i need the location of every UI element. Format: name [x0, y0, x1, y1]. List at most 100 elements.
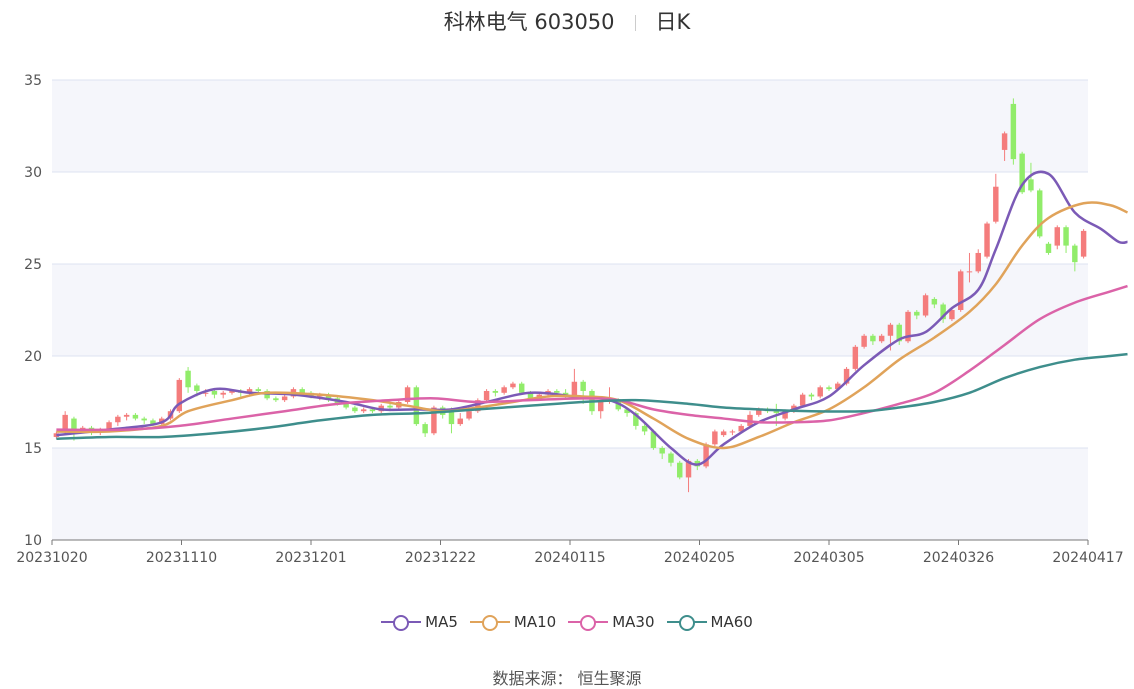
candle-body	[352, 407, 358, 412]
y-tick-label: 15	[24, 441, 42, 457]
candle	[940, 302, 946, 323]
candle	[817, 385, 823, 399]
candle	[957, 269, 964, 312]
candle-body	[940, 304, 946, 320]
candle-body	[949, 310, 955, 320]
candle-body	[255, 389, 262, 391]
candle-body	[220, 392, 226, 395]
candle-body	[914, 311, 920, 316]
candle	[273, 396, 279, 402]
candle	[185, 367, 191, 393]
candle-body	[387, 405, 393, 408]
candle	[984, 221, 990, 259]
candle	[852, 344, 859, 371]
candle-body	[466, 411, 472, 419]
candle-body	[896, 324, 902, 342]
candle	[668, 451, 674, 467]
candle-body	[668, 453, 674, 463]
y-tick-label: 35	[24, 73, 42, 89]
ma-line-ma60	[56, 352, 1128, 441]
candle-body	[554, 390, 560, 393]
candle-body	[141, 418, 147, 421]
candle-body	[457, 418, 463, 425]
candle	[141, 416, 147, 425]
candle-body	[360, 409, 367, 412]
legend-label: MA30	[612, 613, 655, 631]
candle	[685, 459, 692, 493]
candle-body	[71, 418, 77, 430]
legend-item-ma10[interactable]: MA10	[469, 612, 556, 632]
candle-body	[826, 387, 832, 390]
candle-body	[115, 416, 121, 423]
candle-body	[246, 389, 253, 393]
candle-body	[422, 424, 428, 434]
candle	[1063, 225, 1069, 253]
candle-body	[1019, 153, 1025, 193]
legend: MA5 MA10 MA30 MA60	[0, 612, 1134, 636]
candle	[1072, 243, 1078, 272]
candle	[510, 381, 516, 390]
candle-body	[475, 400, 481, 412]
x-tick-label: 20231110	[146, 550, 217, 566]
x-tick-label: 20240326	[923, 550, 994, 566]
y-tick-label: 20	[24, 349, 42, 365]
candle-body	[571, 381, 578, 397]
legend-item-ma30[interactable]: MA30	[568, 612, 655, 632]
candle-body	[1028, 179, 1034, 191]
ma-line-ma10	[56, 201, 1129, 450]
candle-body	[782, 411, 788, 419]
candle-body	[448, 409, 455, 425]
candle	[211, 389, 218, 399]
legend-swatch-icon	[469, 612, 510, 632]
candle-body	[720, 431, 727, 436]
candle-body	[1036, 190, 1043, 237]
chart-title: 科林电气 603050 日K	[0, 6, 1134, 36]
candle	[1080, 229, 1087, 259]
candle-body	[729, 431, 736, 433]
candle	[281, 394, 288, 402]
candle	[826, 385, 832, 391]
candle	[922, 293, 929, 318]
legend-item-ma60[interactable]: MA60	[666, 612, 753, 632]
candle-body	[1054, 227, 1060, 246]
candle	[115, 414, 121, 426]
candle	[677, 460, 683, 480]
x-tick-label: 20231222	[405, 550, 476, 566]
candle	[457, 413, 463, 426]
legend-item-ma5[interactable]: MA5	[381, 612, 458, 632]
candle	[720, 429, 727, 437]
candle	[1045, 241, 1052, 255]
candle	[641, 424, 648, 436]
candle	[598, 400, 604, 419]
legend-swatch-icon	[568, 612, 609, 632]
candle-body	[1080, 230, 1087, 257]
candle-body	[756, 409, 762, 415]
candle-body	[229, 390, 235, 393]
x-tick-label: 20240205	[664, 550, 735, 566]
legend-swatch-icon	[381, 612, 422, 632]
x-tick-label: 20240305	[793, 550, 864, 566]
candle	[931, 297, 938, 309]
candle-body	[404, 387, 411, 402]
candle-body	[431, 407, 437, 434]
title-separator	[634, 15, 636, 31]
candle	[404, 385, 411, 404]
candle-body	[887, 324, 894, 336]
candle-body	[343, 403, 349, 408]
candle	[571, 368, 578, 399]
candle-body	[1010, 103, 1017, 160]
candle-body	[773, 411, 780, 414]
candle	[799, 392, 806, 408]
candle-body	[738, 425, 744, 432]
candle-body	[878, 335, 885, 342]
candle	[966, 252, 973, 283]
candle	[1010, 98, 1017, 165]
candle	[422, 422, 428, 437]
candle	[176, 378, 183, 414]
data-source: 数据来源： 恒生聚源	[492, 669, 642, 688]
candle	[949, 308, 955, 322]
candle	[993, 173, 999, 224]
candle-body	[817, 387, 823, 397]
y-tick-label: 10	[24, 533, 42, 549]
candle-body	[273, 398, 279, 401]
